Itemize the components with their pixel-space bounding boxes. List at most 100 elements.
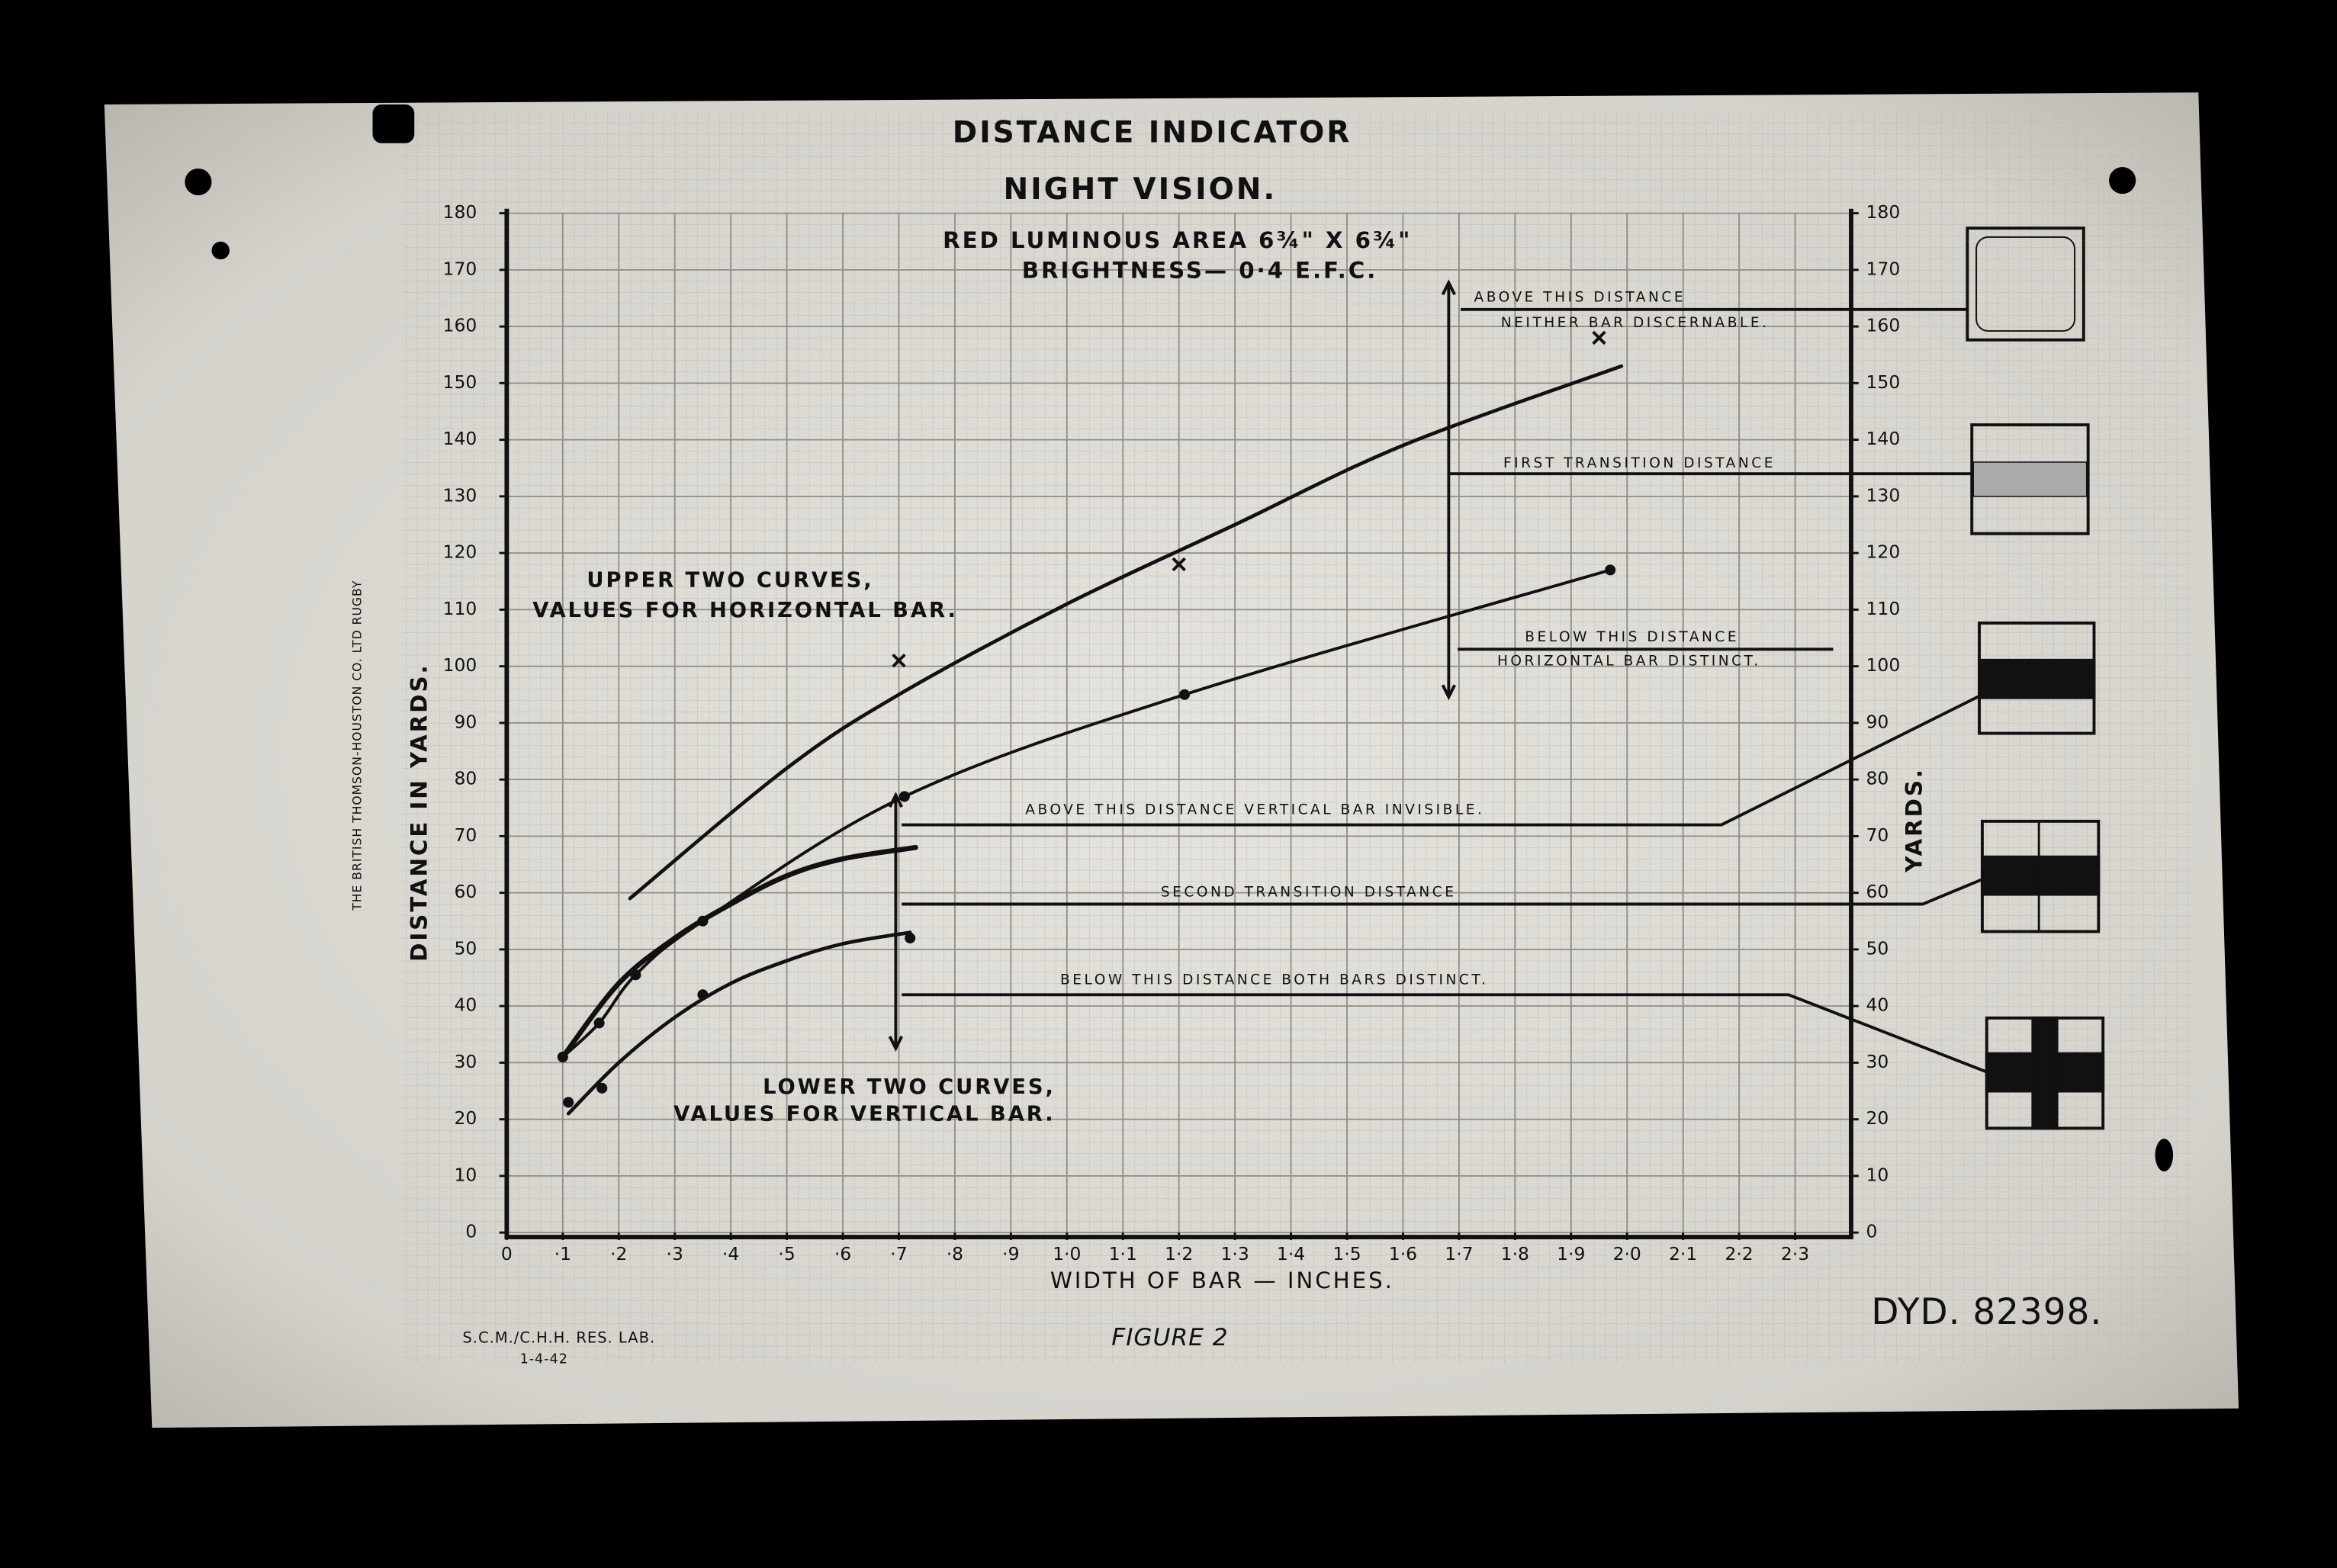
reference-label: FIRST TRANSITION DISTANCE (1503, 455, 1776, 471)
y-tick-label: 30 (454, 1051, 477, 1072)
x-tick-label: 1·8 (1501, 1243, 1529, 1264)
marker-circle (563, 1097, 574, 1108)
y2-tick-label: 90 (1866, 711, 1889, 732)
y2-tick-label: 30 (1866, 1051, 1889, 1072)
x-tick-label: ·2 (610, 1243, 627, 1264)
y-tick-label: 100 (443, 654, 477, 676)
y-tick-label: 130 (443, 484, 477, 506)
y-tick-label: 20 (454, 1107, 477, 1129)
reference-label: BELOW THIS DISTANCE BOTH BARS DISTINCT. (1060, 972, 1488, 988)
y2-tick-label: 120 (1866, 541, 1901, 563)
axis-frame (504, 208, 1853, 1239)
y-tick-label: 140 (443, 428, 477, 449)
arrow-head (888, 792, 903, 1052)
y2-tick-label: 60 (1866, 881, 1889, 902)
ink-spots (185, 104, 2174, 1172)
y-tick-label: 120 (443, 541, 477, 563)
y-tick-label: 80 (454, 768, 477, 789)
x-tick-label: ·3 (667, 1243, 683, 1264)
marker-circle (697, 989, 709, 1001)
annotation: VALUES FOR HORIZONTAL BAR. (532, 599, 958, 622)
marker-x (1172, 557, 1186, 572)
y2-tick-label: 110 (1866, 598, 1901, 619)
y2-tick-label: 150 (1866, 371, 1901, 393)
y2-tick-label: 0 (1866, 1221, 1878, 1242)
curve (566, 930, 912, 1116)
y-tick-label: 180 (443, 201, 477, 223)
x-tick-label: 1·4 (1277, 1243, 1305, 1264)
x-tick-label: ·9 (1002, 1243, 1019, 1264)
marker-circle (1605, 564, 1616, 576)
y-tick-label: 0 (465, 1221, 477, 1242)
y2-tick-label: 160 (1866, 315, 1901, 336)
curve (560, 844, 918, 1060)
x-tick-label: ·8 (947, 1243, 963, 1264)
annotation: FIGURE 2 (1111, 1324, 1228, 1351)
y2-tick-label: 20 (1866, 1107, 1889, 1129)
x-tick-label: ·6 (834, 1243, 851, 1264)
y-tick-label: 150 (443, 371, 477, 393)
y-tick-label: 170 (443, 258, 477, 279)
annotation: S.C.M./C.H.H. RES. LAB. (462, 1329, 655, 1346)
y2-tick-label: 180 (1866, 201, 1901, 223)
x-tick-label: ·5 (778, 1243, 795, 1264)
y2-tick-label: 70 (1866, 824, 1889, 846)
curve (561, 568, 1612, 1059)
reference-line (902, 993, 1991, 1075)
x-tick-label: 1·3 (1220, 1243, 1249, 1264)
y2-tick-label: 170 (1866, 258, 1901, 279)
x-tick-label: 1·0 (1053, 1243, 1081, 1264)
x-tick-label: 1·7 (1445, 1243, 1473, 1264)
chart-title: DISTANCE INDICATOR (953, 116, 1352, 150)
x-tick-label: ·4 (722, 1243, 739, 1264)
curve (628, 364, 1624, 901)
y-axis-label: DISTANCE IN YARDS. (407, 663, 432, 962)
reference-line (902, 694, 1980, 827)
reference-label: ABOVE THIS DISTANCE VERTICAL BAR INVISIB… (1025, 802, 1484, 818)
y2-tick-label: 40 (1866, 994, 1889, 1016)
y2-tick-label: 10 (1866, 1164, 1889, 1185)
x-tick-label: 1·1 (1109, 1243, 1137, 1264)
marker-circle (898, 791, 910, 802)
reference-label: HORIZONTAL BAR DISTINCT. (1497, 653, 1761, 669)
chart-subtitle: NIGHT VISION. (1004, 172, 1278, 207)
y-tick-label: 10 (454, 1164, 477, 1185)
x-tick-label: 1·9 (1557, 1243, 1585, 1264)
x-axis-label: WIDTH OF BAR — INCHES. (1050, 1268, 1394, 1293)
annotation: DYD. 82398. (1871, 1291, 2102, 1333)
x-tick-label: ·7 (890, 1243, 907, 1264)
y2-tick-label: 100 (1866, 654, 1901, 676)
x-tick-label: 2·1 (1669, 1243, 1697, 1264)
y-tick-label: 60 (454, 881, 477, 902)
annotation: THE BRITISH THOMSON-HOUSTON CO. LTD RUGB… (349, 580, 364, 911)
x-tick-label: 2·3 (1781, 1243, 1809, 1264)
marker-circle (596, 1082, 608, 1094)
reference-label: SECOND TRANSITION DISTANCE (1161, 884, 1457, 900)
y2-tick-label: 80 (1866, 768, 1889, 789)
indicator-icons (1966, 227, 2105, 1130)
reference-label: BELOW THIS DISTANCE (1525, 629, 1739, 645)
y-tick-label: 50 (454, 937, 477, 959)
marker-circle (1178, 689, 1191, 700)
x-tick-label: 1·2 (1165, 1243, 1193, 1264)
annotation: RED LUMINOUS AREA 6¾" X 6¾" (943, 227, 1412, 253)
x-tick-label: ·1 (555, 1243, 571, 1264)
y-tick-label: 90 (454, 711, 477, 732)
y2-tick-label: 140 (1866, 428, 1901, 449)
x-tick-label: 1·6 (1389, 1243, 1417, 1264)
x-tick-label: 0 (501, 1243, 513, 1264)
arrow-head (1441, 279, 1456, 701)
y-tick-label: 160 (443, 315, 477, 336)
reference-label: NEITHER BAR DISCERNABLE. (1501, 315, 1770, 331)
x-tick-label: 2·0 (1613, 1243, 1641, 1264)
annotation: VALUES FOR VERTICAL BAR. (673, 1102, 1055, 1126)
annotation: UPPER TWO CURVES, (587, 569, 873, 593)
y2-tick-label: 50 (1866, 937, 1889, 959)
x-tick-label: 1·5 (1332, 1243, 1361, 1264)
y2-axis-label: YARDS. (1901, 767, 1927, 873)
y-tick-label: 40 (454, 994, 477, 1016)
y2-tick-label: 130 (1866, 484, 1901, 506)
marker-x (1592, 330, 1606, 345)
marker-circle (905, 933, 916, 944)
